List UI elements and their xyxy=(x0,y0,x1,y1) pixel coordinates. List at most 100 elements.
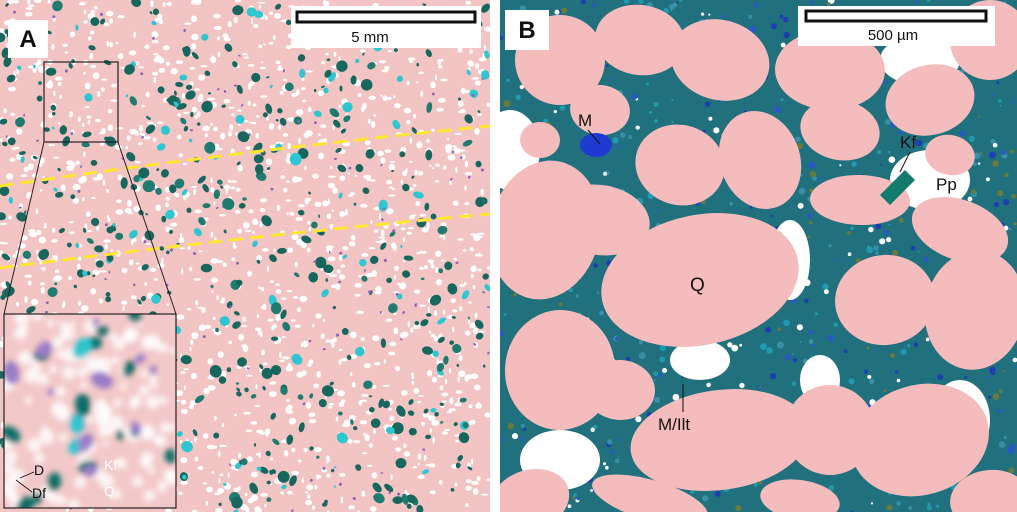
pore xyxy=(363,175,370,179)
pore xyxy=(252,122,257,125)
grain xyxy=(350,419,354,425)
grain xyxy=(439,402,444,406)
pore xyxy=(407,57,416,61)
grain xyxy=(313,88,317,93)
pore xyxy=(291,470,299,476)
quartz-grain xyxy=(760,479,840,512)
pore xyxy=(403,451,411,457)
grain xyxy=(259,364,264,370)
pore xyxy=(368,443,373,448)
grain xyxy=(482,291,486,294)
grain xyxy=(455,261,459,264)
pore xyxy=(325,339,330,343)
pore xyxy=(219,444,227,448)
pore xyxy=(473,384,481,391)
pore xyxy=(23,166,29,173)
pore xyxy=(37,373,49,386)
grain xyxy=(402,310,405,314)
pore xyxy=(186,307,192,311)
grain xyxy=(78,433,94,452)
matrix-speck xyxy=(863,369,869,374)
grain xyxy=(238,202,246,209)
pore xyxy=(40,282,46,286)
pore xyxy=(426,222,430,230)
pore xyxy=(469,247,474,252)
grain xyxy=(259,466,269,474)
matrix-speck xyxy=(744,109,747,113)
grain xyxy=(156,168,160,172)
pore xyxy=(342,246,349,251)
grain xyxy=(226,367,232,373)
grain xyxy=(202,335,206,339)
grain xyxy=(336,333,340,337)
pore xyxy=(166,2,172,7)
pore xyxy=(214,143,220,151)
matrix-speck xyxy=(879,163,882,166)
pore xyxy=(304,490,309,494)
grain xyxy=(280,386,288,395)
grain xyxy=(395,292,399,296)
grain xyxy=(90,159,98,166)
pore xyxy=(286,180,290,184)
grain xyxy=(124,64,135,75)
pore xyxy=(465,330,471,336)
pore xyxy=(368,95,377,100)
matrix-speck xyxy=(606,439,613,445)
matrix-speck xyxy=(868,226,874,233)
pore xyxy=(325,52,329,56)
pore xyxy=(295,216,304,221)
pore xyxy=(206,486,213,493)
pore xyxy=(312,173,319,179)
pore xyxy=(468,404,473,409)
pore xyxy=(164,186,171,193)
pore xyxy=(259,198,268,203)
matrix-speck xyxy=(769,372,777,380)
matrix-speck xyxy=(654,119,658,123)
pore xyxy=(374,361,381,366)
pore xyxy=(101,78,108,81)
matrix-speck xyxy=(623,0,630,4)
grain xyxy=(233,311,240,316)
grain xyxy=(408,427,417,436)
grain xyxy=(32,155,38,160)
pore xyxy=(104,243,108,250)
pore xyxy=(290,319,296,322)
pore xyxy=(237,165,243,172)
pore xyxy=(409,187,414,191)
grain xyxy=(459,156,463,160)
pore xyxy=(165,202,169,208)
grain xyxy=(270,412,276,420)
grain xyxy=(323,264,334,274)
quartz-grain xyxy=(630,389,810,491)
matrix-speck xyxy=(988,151,996,159)
grain xyxy=(396,405,406,417)
pore xyxy=(444,428,450,431)
pore xyxy=(221,422,225,428)
pore xyxy=(300,342,304,347)
pore xyxy=(179,247,186,250)
grain xyxy=(337,164,347,173)
grain xyxy=(186,207,192,213)
pore xyxy=(182,194,187,201)
grain xyxy=(92,317,99,327)
grain xyxy=(279,117,287,126)
matrix-speck xyxy=(681,376,684,379)
pore xyxy=(125,145,129,150)
pore xyxy=(381,69,389,73)
pore xyxy=(138,66,144,69)
grain xyxy=(379,311,382,314)
matrix-speck xyxy=(662,367,668,374)
scale-text: 5 mm xyxy=(351,29,389,46)
grain xyxy=(240,458,248,466)
matrix-speck xyxy=(676,1,679,4)
grain xyxy=(204,70,211,77)
grain xyxy=(86,238,94,244)
pore xyxy=(477,268,482,272)
grain xyxy=(391,169,395,173)
pore xyxy=(201,306,206,314)
pore xyxy=(77,256,82,261)
pore xyxy=(89,30,95,35)
pore xyxy=(433,310,438,317)
pore xyxy=(128,50,137,56)
grain xyxy=(480,168,485,172)
